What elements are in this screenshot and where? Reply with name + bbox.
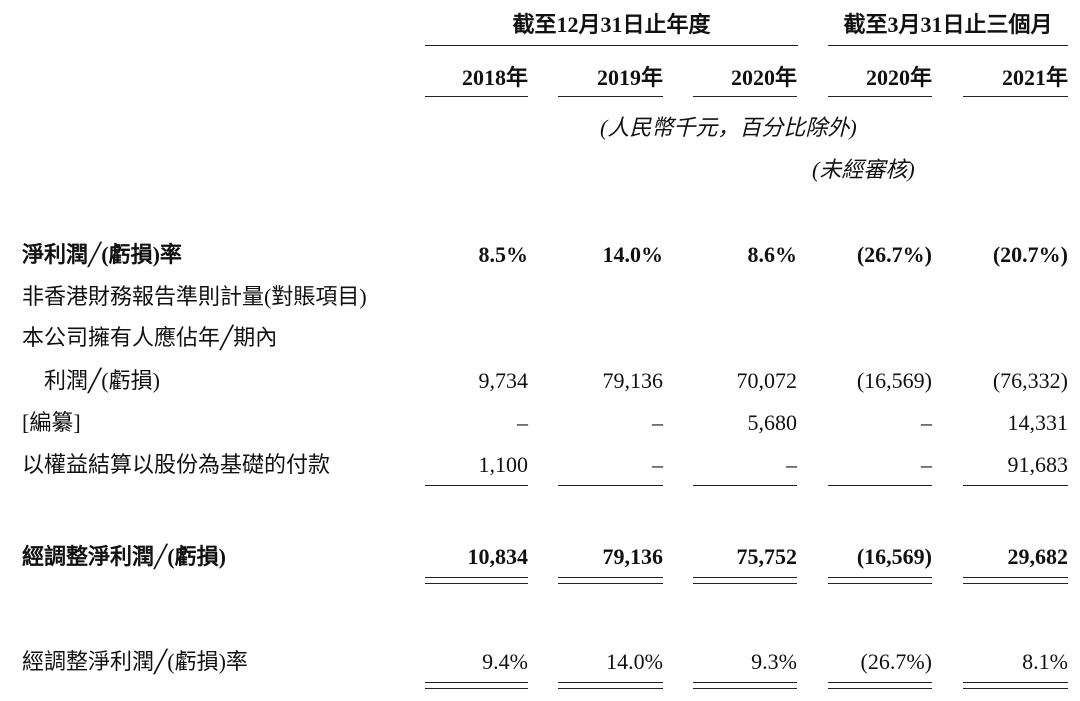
- cell-value: 5,680: [747, 410, 798, 435]
- cell-value: 10,834: [467, 544, 529, 569]
- cell-value: –: [921, 452, 932, 477]
- cell-value: 75,752: [736, 544, 798, 569]
- rule: [425, 682, 528, 683]
- cell-value: (76,332): [992, 368, 1068, 393]
- rule: [558, 583, 663, 584]
- rule: [558, 577, 663, 578]
- rule: [828, 577, 932, 578]
- rule: [963, 577, 1068, 578]
- rule: [828, 688, 932, 689]
- cell-value: –: [921, 410, 932, 435]
- cell-value: (16,569): [856, 544, 932, 569]
- rule: [828, 682, 932, 683]
- group-header: 截至12月31日止年度: [512, 12, 711, 37]
- rule: [963, 682, 1068, 683]
- rule: [828, 96, 932, 97]
- cell-value: –: [652, 452, 663, 477]
- rule: [558, 96, 663, 97]
- rule: [828, 45, 1068, 46]
- row-label: 以權益結算以股份為基礎的付款: [22, 452, 331, 477]
- cell-value: 9.4%: [482, 649, 528, 674]
- rule: [425, 485, 528, 486]
- cell-value: 79,136: [602, 544, 664, 569]
- year-header: 2019年: [596, 65, 663, 90]
- audit-note: (未經審核): [812, 157, 915, 182]
- rule: [693, 577, 797, 578]
- rule: [693, 485, 797, 486]
- cell-value: (26.7%): [860, 649, 932, 674]
- group-header: 截至3月31日止三個月: [843, 12, 1053, 37]
- cell-value: 79,136: [602, 368, 664, 393]
- rule: [693, 96, 797, 97]
- cell-value: 70,072: [736, 368, 798, 393]
- cell-value: 14.0%: [606, 649, 663, 674]
- unit-note: (人民幣千元，百分比除外): [600, 115, 857, 140]
- cell-value: 29,682: [1007, 544, 1069, 569]
- rule: [828, 583, 932, 584]
- year-header: 2018年: [461, 65, 528, 90]
- cell-value: (20.7%): [992, 242, 1068, 267]
- year-header: 2020年: [730, 65, 797, 90]
- rule: [828, 485, 932, 486]
- cell-value: 9,734: [478, 368, 529, 393]
- rule: [558, 485, 663, 486]
- row-label: 淨利潤╱(虧損)率: [22, 242, 182, 267]
- cell-value: –: [786, 452, 797, 477]
- rule: [558, 682, 663, 683]
- cell-value: –: [517, 410, 528, 435]
- rule: [425, 96, 528, 97]
- year-header: 2020年: [865, 65, 932, 90]
- cell-value: (16,569): [856, 368, 932, 393]
- row-label: 利潤╱(虧損): [44, 368, 160, 393]
- rule: [693, 688, 797, 689]
- cell-value: 8.1%: [1022, 649, 1068, 674]
- cell-value: –: [652, 410, 663, 435]
- year-header: 2021年: [1001, 65, 1068, 90]
- rule: [425, 688, 528, 689]
- cell-value: 9.3%: [751, 649, 797, 674]
- cell-value: 8.5%: [478, 242, 529, 267]
- cell-value: 14.0%: [602, 242, 664, 267]
- cell-value: 8.6%: [747, 242, 798, 267]
- row-label: 經調整淨利潤╱(虧損): [22, 544, 226, 569]
- rule: [963, 96, 1068, 97]
- cell-value: (26.7%): [856, 242, 932, 267]
- rule: [425, 577, 528, 578]
- row-label: 經調整淨利潤╱(虧損)率: [22, 649, 248, 674]
- row-label: [編纂]: [22, 410, 81, 435]
- rule: [693, 682, 797, 683]
- rule: [425, 45, 798, 46]
- rule: [963, 688, 1068, 689]
- cell-value: 91,683: [1007, 452, 1069, 477]
- cell-value: 1,100: [478, 452, 529, 477]
- rule: [558, 688, 663, 689]
- rule: [963, 485, 1068, 486]
- row-label: 本公司擁有人應佔年╱期內: [22, 325, 278, 350]
- rule: [693, 583, 797, 584]
- row-label: 非香港財務報告準則計量(對賬項目): [22, 284, 367, 309]
- rule: [425, 583, 528, 584]
- rule: [963, 583, 1068, 584]
- cell-value: 14,331: [1007, 410, 1069, 435]
